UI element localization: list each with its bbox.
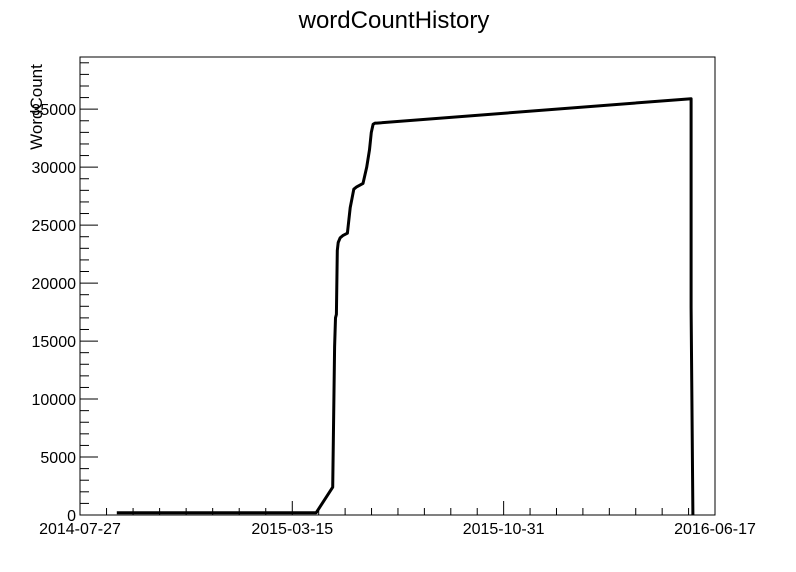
y-tick-label: 20000 (32, 276, 77, 293)
plot-frame (79, 56, 716, 516)
series-layer (116, 97, 695, 516)
y-tick-label: 15000 (32, 334, 77, 351)
chart-title: wordCountHistory (298, 7, 490, 34)
x-tick-label: 2016-06-17 (674, 521, 756, 538)
y-tick-label: 30000 (32, 160, 77, 177)
y-tick-label: 5000 (40, 450, 76, 467)
y-axis-label: WordCount (27, 64, 46, 150)
y-axis: 0 5000 10000 15000 20000 25000 30000 35000 (32, 62, 98, 525)
x-tick-label: 2014-07-27 (39, 521, 121, 538)
y-tick-label: 0 (67, 508, 76, 525)
y-tick-label: 10000 (32, 392, 77, 409)
x-tick-label: 2015-10-31 (463, 521, 545, 538)
x-tick-label: 2015-03-15 (251, 521, 333, 538)
x-axis: 2014-07-27 2015-03-15 2015-10-31 2016-06-17 (39, 501, 756, 538)
series-line (116, 97, 695, 516)
y-tick-label: 25000 (32, 218, 77, 235)
y-tick-label: 35000 (32, 102, 77, 119)
